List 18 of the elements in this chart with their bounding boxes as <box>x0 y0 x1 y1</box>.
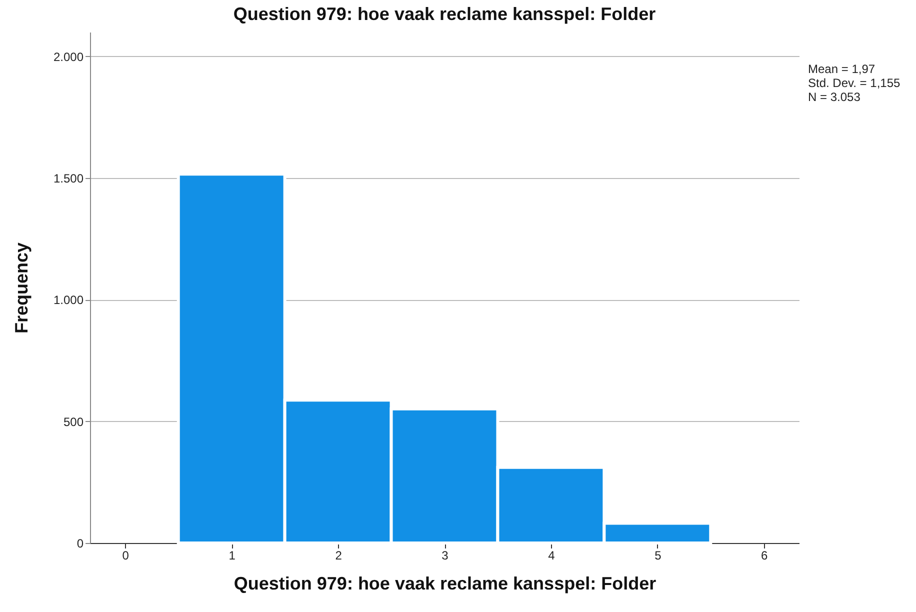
text: Mean = 1,97 <box>808 62 876 76</box>
chart-title: Question 979: hoe vaak reclame kansspel: Folder <box>233 4 656 24</box>
y-tick-label: 500 <box>63 414 84 429</box>
text: N = 3.053 <box>808 90 862 104</box>
x-tick-label: 1 <box>228 548 236 562</box>
y-tick-label: 1.500 <box>53 172 84 186</box>
x-tick-label: 3 <box>442 548 449 562</box>
y-tick-label: 0 <box>76 536 84 550</box>
x-tick-label: 4 <box>548 548 556 562</box>
y-axis-title: Frequency <box>11 242 32 334</box>
y-tick-label: 2.000 <box>53 50 84 64</box>
x-axis-title: Question 979: hoe vaak reclame kansspel: Folder <box>234 574 656 594</box>
x-tick-label: 5 <box>654 548 662 562</box>
x-tick-label: 2 <box>335 548 342 562</box>
text: Std. Dev. = 1,155 <box>808 76 900 90</box>
y-tick-label: 1.000 <box>53 293 84 308</box>
x-tick-label: 6 <box>761 548 768 562</box>
x-tick-label: 0 <box>122 548 130 562</box>
